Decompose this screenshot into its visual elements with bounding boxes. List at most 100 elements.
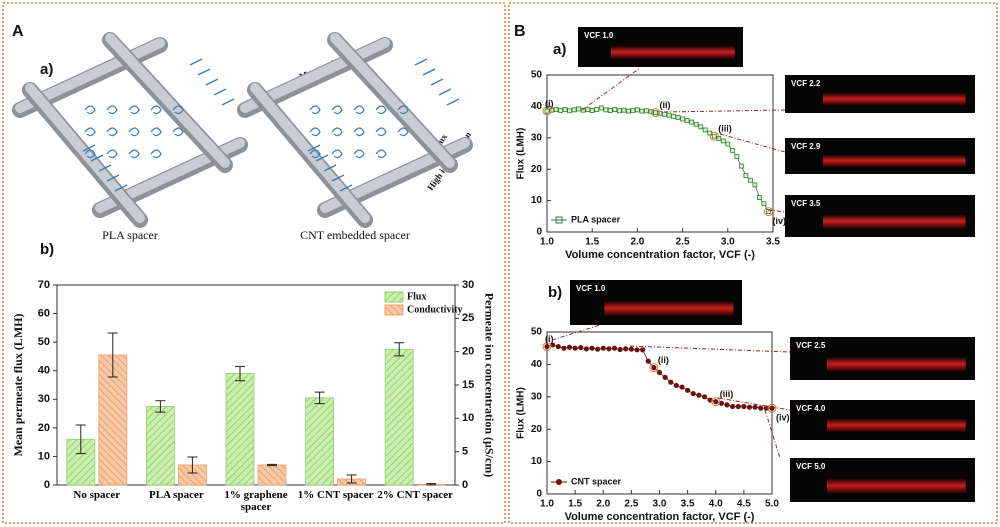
y2-tick-label: 15	[462, 379, 474, 391]
panel-label: a)	[553, 41, 566, 58]
annotation: (i)	[545, 334, 554, 344]
flow-swirl	[150, 105, 162, 115]
legend-swatch	[384, 291, 404, 303]
marker	[743, 173, 749, 178]
marker	[549, 107, 554, 113]
marker	[611, 345, 618, 351]
marker	[583, 346, 589, 352]
annotation: (iii)	[720, 389, 734, 399]
flow-arrow	[331, 174, 345, 182]
flow-swirl	[397, 105, 409, 115]
flow-swirl	[309, 105, 321, 115]
y-tick-label: 10	[38, 450, 50, 462]
marker	[561, 345, 567, 351]
marker	[621, 107, 627, 113]
marker	[553, 107, 559, 112]
marker	[696, 392, 702, 398]
x-tick-label-box: 2% CNT spacer	[377, 489, 453, 501]
marker	[598, 105, 604, 111]
x-tick-label: 2.0	[596, 499, 610, 510]
x-tick-label: 1% CNT spacer	[297, 489, 374, 501]
flow-swirl	[106, 149, 118, 159]
bar	[384, 348, 414, 486]
marker	[606, 346, 612, 352]
y-tick-label: 10	[531, 195, 543, 206]
bar	[305, 397, 335, 486]
flow-swirl	[309, 127, 321, 137]
error-bar	[235, 365, 245, 382]
marker	[612, 107, 618, 112]
annotation-ring	[650, 108, 660, 118]
x-tick-label: 3.5	[766, 237, 780, 248]
marker	[651, 365, 657, 371]
connector	[629, 345, 791, 353]
image-band	[823, 92, 966, 106]
annotation-ring	[542, 342, 552, 352]
marker	[689, 119, 695, 125]
marker	[623, 346, 629, 352]
flow-swirl	[172, 127, 184, 137]
y-tick-label: 60	[38, 307, 50, 319]
annotation: (iv)	[776, 413, 790, 423]
y2-tick-label: 5	[462, 446, 468, 458]
image-band	[823, 154, 966, 167]
annotation: (iv)	[772, 216, 786, 226]
marker	[738, 163, 744, 169]
flow-arrow	[307, 144, 321, 152]
marker	[585, 107, 591, 112]
flow-swirl	[331, 105, 343, 115]
x-tick-label-box: 1% CNT spacer	[297, 489, 374, 501]
marker	[735, 403, 741, 410]
y-tick-label: 20	[531, 164, 543, 175]
x-tick-label: 2.5	[624, 499, 638, 510]
y-tick-label: 10	[531, 456, 543, 467]
flow-arrow	[98, 164, 112, 172]
x-tick-label: 1.5	[585, 237, 599, 248]
flow-swirl	[106, 105, 118, 115]
panel-frame	[508, 2, 998, 524]
marker	[693, 121, 699, 127]
flow-arrow	[446, 98, 460, 106]
y2-axis-label: Permeate ion concentration (µS/cm)	[482, 293, 496, 478]
marker	[600, 345, 606, 351]
y-tick-label: 70	[38, 279, 50, 291]
marker	[576, 106, 582, 112]
flow-arrow	[315, 154, 329, 162]
y-tick-label: 40	[531, 359, 543, 370]
marker	[617, 346, 623, 353]
connector	[581, 67, 641, 111]
error-bar	[314, 391, 325, 405]
marker	[644, 108, 649, 114]
connector	[767, 209, 786, 213]
marker	[558, 108, 563, 113]
flow-arrow	[339, 184, 353, 192]
marker	[685, 387, 691, 393]
y-axis-label: Flux (LMH)	[516, 128, 527, 180]
marker	[673, 382, 679, 389]
bar	[257, 464, 287, 486]
annotation: (iii)	[718, 124, 732, 134]
image-band	[604, 300, 734, 316]
flow-swirl	[353, 105, 365, 115]
caption: CNT embedded spacer	[300, 228, 410, 242]
marker	[544, 343, 550, 350]
marker	[640, 347, 646, 353]
marker	[589, 108, 595, 113]
flow-swirl	[353, 127, 365, 137]
image-band	[827, 356, 966, 372]
annotation-ring	[763, 207, 773, 217]
marker	[758, 405, 764, 411]
bar	[145, 406, 175, 486]
connector	[717, 397, 791, 411]
spacer-rod	[250, 83, 370, 223]
legend-swatch	[384, 304, 404, 316]
marker	[555, 343, 561, 350]
error-bar	[187, 456, 198, 474]
image-label: VCF 3.5	[791, 199, 821, 208]
annotation-ring	[709, 131, 719, 141]
flow-swirl	[128, 105, 140, 115]
marker	[730, 403, 736, 410]
flow-arrow	[430, 78, 444, 86]
flow-swirl	[84, 149, 96, 159]
